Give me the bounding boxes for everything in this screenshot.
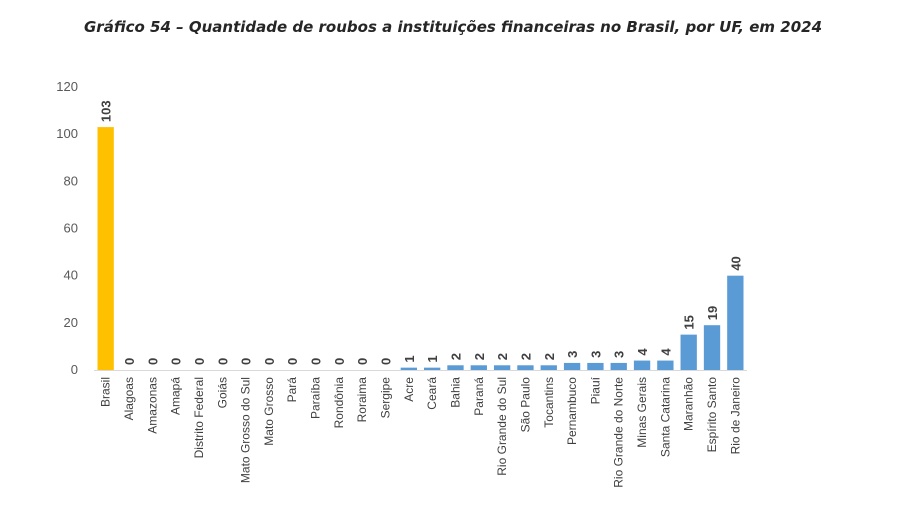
y-tick-label: 0 <box>71 362 78 377</box>
x-tick-label: Amapá <box>169 377 183 415</box>
data-label: 103 <box>99 100 114 122</box>
bar <box>400 367 418 370</box>
x-tick-label: Amazonas <box>145 377 159 434</box>
x-tick-label: Santa Catarina <box>658 377 672 457</box>
data-label: 15 <box>682 315 697 329</box>
x-axis-ticks: Brasil Alagoas Amazonas Amapá Distrito Feder… <box>99 376 743 487</box>
data-label: 0 <box>215 358 230 365</box>
data-label: 4 <box>658 348 673 356</box>
data-label: 2 <box>495 353 510 360</box>
data-label: 3 <box>565 351 580 358</box>
data-label: 0 <box>309 358 324 365</box>
data-label: 40 <box>728 256 743 270</box>
data-label: 0 <box>332 358 347 365</box>
y-tick-label: 40 <box>64 268 78 283</box>
x-tick-label: Rio Grande do Sul <box>495 377 509 476</box>
bar <box>610 362 627 370</box>
data-label: 0 <box>122 358 137 365</box>
x-tick-label: Mato Grosso <box>262 377 276 446</box>
x-tick-label: Minas Gerais <box>635 377 649 448</box>
data-label: 1 <box>425 355 440 362</box>
x-tick-label: Distrito Federal <box>192 377 206 458</box>
x-tick-label: Sergipe <box>379 377 393 419</box>
data-label: 0 <box>169 358 184 365</box>
x-tick-label: Alagoas <box>122 377 136 420</box>
y-tick-label: 100 <box>56 126 78 141</box>
bar <box>657 360 674 370</box>
x-tick-label: Mato Grosso do Sul <box>239 377 253 483</box>
x-tick-label: Espírito Santo <box>705 377 719 453</box>
bars <box>97 127 744 370</box>
x-tick-label: Brasil <box>99 377 113 407</box>
y-tick-label: 60 <box>64 221 78 236</box>
x-tick-label: Goiás <box>215 377 229 408</box>
y-tick-label: 20 <box>64 315 78 330</box>
data-label: 1 <box>402 355 417 362</box>
x-tick-label: Bahia <box>448 377 462 408</box>
bar <box>563 362 581 370</box>
bar <box>470 365 487 370</box>
bar <box>727 275 744 370</box>
data-label: 0 <box>239 358 254 365</box>
data-label: 2 <box>518 353 533 360</box>
data-label: 2 <box>448 353 463 360</box>
x-tick-label: Piauí <box>588 376 602 404</box>
bar <box>633 360 651 370</box>
chart-title: Gráfico 54 – Quantidade de roubos a inst… <box>83 18 823 36</box>
bar <box>423 367 441 370</box>
data-labels: 103 0 0 0 0 0 0 0 0 0 0 0 0 1 1 2 2 2 2 2 3 3 3 4 4 15 19 40 <box>99 100 744 365</box>
x-tick-label: Pará <box>285 377 299 403</box>
x-tick-label: Roraima <box>355 377 369 423</box>
data-label: 19 <box>705 306 720 320</box>
bar <box>493 365 511 370</box>
data-label: 0 <box>285 358 300 365</box>
bar <box>587 362 604 370</box>
data-label: 0 <box>355 358 370 365</box>
x-tick-label: Acre <box>402 377 416 402</box>
x-tick-label: Rondônia <box>332 377 346 429</box>
x-tick-label: Rio de Janeiro <box>728 377 742 455</box>
data-label: 2 <box>472 353 487 360</box>
x-tick-label: Pernambuco <box>565 377 579 445</box>
data-label: 3 <box>612 351 627 358</box>
x-tick-label: Paraná <box>472 377 486 416</box>
x-tick-label: Ceará <box>425 377 439 410</box>
y-axis-ticks: 0 20 40 60 80 100 120 <box>56 79 78 377</box>
bar <box>517 365 534 370</box>
x-tick-label: Paraíba <box>309 377 323 419</box>
data-label: 0 <box>379 358 394 365</box>
data-label: 0 <box>145 358 160 365</box>
x-tick-label: São Paulo <box>518 377 532 433</box>
bar <box>97 127 114 370</box>
x-tick-label: Maranhão <box>682 377 696 431</box>
bar <box>680 334 697 370</box>
data-label: 0 <box>262 358 277 365</box>
x-tick-label: Tocantins <box>542 377 556 428</box>
x-tick-label: Rio Grande do Norte <box>612 377 626 488</box>
y-tick-label: 80 <box>64 173 78 188</box>
data-label: 4 <box>635 348 650 356</box>
bar <box>447 365 464 370</box>
y-tick-label: 120 <box>56 79 78 94</box>
bar <box>703 325 721 370</box>
data-label: 0 <box>192 358 207 365</box>
data-label: 3 <box>588 351 603 358</box>
bar <box>540 365 557 370</box>
data-label: 2 <box>542 353 557 360</box>
